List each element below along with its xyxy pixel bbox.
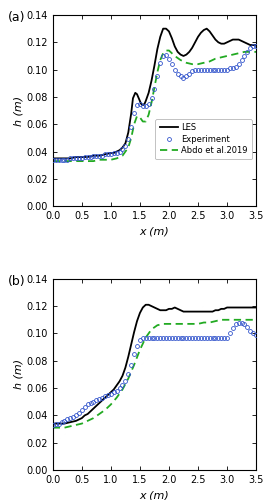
X-axis label: x (m): x (m)	[140, 490, 169, 500]
Text: (b): (b)	[8, 275, 26, 288]
Legend: LES, Experiment, Abdo et al.2019: LES, Experiment, Abdo et al.2019	[155, 119, 252, 160]
Text: (a): (a)	[8, 11, 26, 24]
X-axis label: x (m): x (m)	[140, 226, 169, 236]
Y-axis label: h (m): h (m)	[14, 96, 24, 126]
Y-axis label: h (m): h (m)	[14, 360, 24, 390]
